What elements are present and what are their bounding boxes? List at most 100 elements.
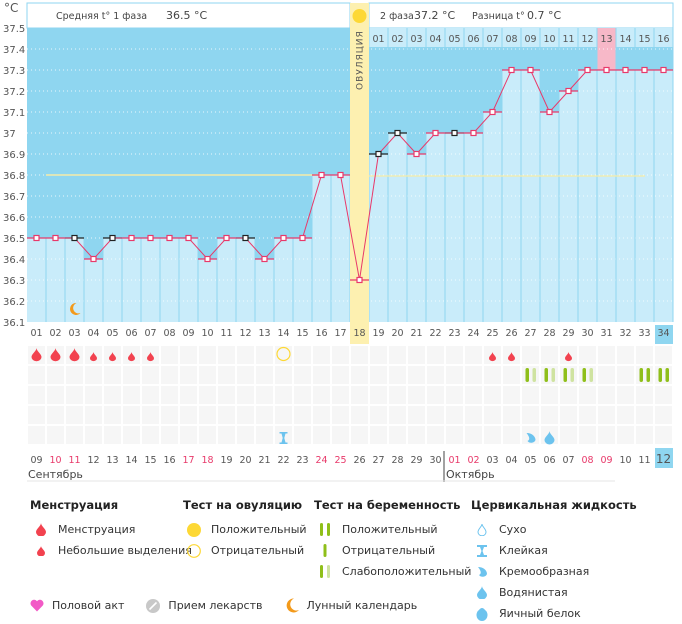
temperature-fill-column (331, 175, 350, 322)
symptom-cell (617, 386, 634, 404)
temperature-point (242, 234, 249, 242)
calendar-date-label: 13 (106, 455, 118, 466)
symptom-cell (522, 366, 539, 384)
calendar-date-label: 05 (524, 455, 536, 466)
symptom-cell (598, 426, 615, 444)
ovulation-negative-icon (183, 543, 205, 558)
symptom-cell (66, 386, 83, 404)
legend-cervical-fluid: Цервикальная жидкость Сухо Клейкая Кремо… (471, 498, 637, 624)
symptom-cell (28, 366, 45, 384)
symptom-cell (180, 346, 197, 364)
difference-label: Разница t° (472, 11, 525, 22)
symptom-cell (313, 366, 330, 384)
temperature-point (489, 108, 496, 116)
cycle-day-label: 13 (258, 328, 270, 339)
symptom-cell (199, 346, 216, 364)
symptom-cell (617, 406, 634, 424)
symptom-cell (256, 346, 273, 364)
pregnancy-test-weak-icon (570, 368, 574, 382)
temperature-fill-column (445, 133, 464, 322)
calendar-date-label: 25 (334, 455, 346, 466)
cycle-day-label: 32 (619, 328, 631, 339)
phase2-day-label: 05 (448, 34, 460, 45)
symptom-cell (484, 366, 501, 384)
phase1-avg-value: 36.5 °C (166, 9, 207, 22)
calendar-date-label: 02 (467, 455, 479, 466)
cycle-day-label: 06 (125, 328, 137, 339)
temperature-point (71, 234, 78, 242)
legend-label: Водянистая (499, 586, 568, 599)
symptom-cell (85, 386, 102, 404)
calendar-date-label: 08 (581, 455, 593, 466)
symptom-cell (427, 386, 444, 404)
symptom-cell (104, 426, 121, 444)
symptom-cell (47, 366, 64, 384)
symptom-cell (218, 406, 235, 424)
small-blood-drop-icon (30, 545, 52, 556)
symptom-cell (484, 426, 501, 444)
month-label: Октябрь (446, 468, 495, 481)
temperature-fill-column (540, 112, 559, 322)
symptom-cell (351, 366, 368, 384)
calendar-date-label: 20 (239, 455, 251, 466)
symptom-cell (237, 386, 254, 404)
symptom-cell (541, 346, 558, 364)
ovulation-test-negative-icon (276, 346, 291, 362)
temperature-fill-column (464, 133, 483, 322)
symptom-cell (294, 366, 311, 384)
spotting-drop-icon (90, 351, 97, 362)
sticky-fluid-icon (279, 432, 288, 444)
symptom-cell (123, 426, 140, 444)
symptom-cell (655, 426, 672, 444)
symptom-cell (294, 386, 311, 404)
symptom-cell (541, 386, 558, 404)
symptom-cell (180, 406, 197, 424)
temperature-point (413, 150, 420, 158)
legend-label: Яичный белок (499, 607, 581, 620)
symptom-cell (28, 426, 45, 444)
temperature-point (204, 255, 211, 263)
symptom-cell (47, 426, 64, 444)
temperature-point (508, 66, 515, 74)
legend-title: Менструация (30, 498, 119, 512)
temperature-fill-column (616, 70, 635, 322)
y-tick-label: 36.6 (3, 213, 25, 224)
pregnancy-test-line-icon (582, 368, 586, 382)
cycle-day-label: 17 (334, 328, 346, 339)
symptom-cell (522, 346, 539, 364)
legend-pregnancy-test: Тест на беременность Положительный Отриц… (314, 498, 471, 582)
temperature-point (584, 66, 591, 74)
symptom-cell (408, 386, 425, 404)
symptom-cell (218, 386, 235, 404)
phase2-header (368, 2, 674, 29)
y-unit-label: °C (4, 1, 18, 15)
symptom-cell (560, 426, 577, 444)
temperature-point (128, 234, 135, 242)
symptom-cell (465, 426, 482, 444)
symptom-cell (446, 366, 463, 384)
symptom-cell (541, 406, 558, 424)
month-label: Сентябрь (28, 468, 83, 481)
y-tick-label: 36.2 (3, 297, 25, 308)
symptom-cell (313, 426, 330, 444)
temperature-point (641, 66, 648, 74)
current-day-highlight (655, 325, 673, 344)
pregnancy-test-weak-icon (589, 368, 593, 382)
cycle-day-label: 19 (372, 328, 384, 339)
symptom-cell (370, 386, 387, 404)
symptom-cell (351, 426, 368, 444)
symptom-cell (579, 426, 596, 444)
spotting-drop-icon (128, 351, 135, 362)
temperature-point (185, 234, 192, 242)
symptom-cell (275, 366, 292, 384)
symptom-cell (85, 406, 102, 424)
symptom-cell (446, 426, 463, 444)
legend-label: Лунный календарь (306, 599, 418, 612)
symptom-cell (161, 426, 178, 444)
symptom-cell (123, 366, 140, 384)
cycle-day-label: 03 (68, 328, 80, 339)
symptom-cell (465, 346, 482, 364)
legend-title: Цервикальная жидкость (471, 498, 637, 512)
symptom-cell (389, 426, 406, 444)
symptom-cell (655, 366, 672, 384)
